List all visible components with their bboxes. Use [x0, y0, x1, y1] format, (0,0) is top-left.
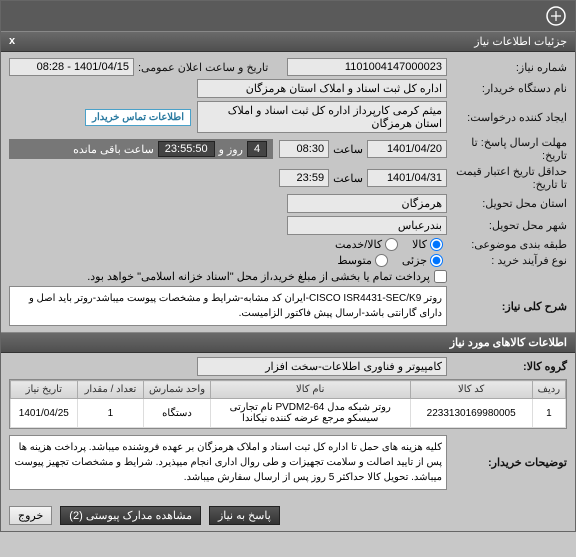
- request-creator-label: ایجاد کننده درخواست:: [447, 111, 567, 124]
- request-creator-field: میثم کرمی کارپرداز اداره کل ثبت اسناد و …: [197, 101, 447, 133]
- days-left-box: 4: [247, 141, 267, 157]
- buyer-org-field: اداره کل ثبت اسناد و املاک استان هرمزگان: [197, 79, 447, 98]
- td-date: 1401/04/25: [11, 399, 78, 428]
- close-icon[interactable]: x: [9, 35, 15, 48]
- remain-label: ساعت باقی مانده: [73, 143, 154, 156]
- response-deadline-time: 08:30: [279, 140, 329, 158]
- table-header-row: ردیف کد کالا نام کالا واحد شمارش تعداد /…: [11, 381, 566, 399]
- class-radio-kala[interactable]: کالا: [412, 238, 443, 251]
- contact-info-button[interactable]: اطلاعات تماس خریدار: [85, 109, 191, 126]
- need-no-label: شماره نیاز:: [447, 61, 567, 74]
- td-row: 1: [532, 399, 565, 428]
- window-title: جزئیات اطلاعات نیاز: [474, 35, 567, 48]
- partial-pay-checkbox[interactable]: [434, 270, 447, 283]
- table-row[interactable]: 1 2233130169980005 روتر شبکه مدل PVDM2-6…: [11, 399, 566, 428]
- general-title-box: روتر CISCO ISR4431-SEC/K9-ایران کد مشابه…: [9, 286, 447, 326]
- th-unit: واحد شمارش: [144, 381, 211, 399]
- items-table: ردیف کد کالا نام کالا واحد شمارش تعداد /…: [9, 379, 567, 429]
- td-name: روتر شبکه مدل PVDM2-64 نام تجارتی سیسکو …: [210, 399, 410, 428]
- exit-button[interactable]: خروج: [9, 506, 52, 525]
- countdown-bar: 4 روز و 23:55:50 ساعت باقی مانده: [9, 139, 273, 159]
- general-title-label: شرح کلی نیاز:: [447, 300, 567, 313]
- response-deadline-date: 1401/04/20: [367, 140, 447, 158]
- window: جزئیات اطلاعات نیاز x شماره نیاز: 110100…: [0, 0, 576, 532]
- logo-bar: [1, 1, 575, 31]
- attachments-button[interactable]: مشاهده مدارک پیوستی (2): [60, 506, 201, 525]
- class-radio-khadamat[interactable]: کالا/خدمت: [335, 238, 398, 251]
- th-date: تاریخ نیاز: [11, 381, 78, 399]
- partial-pay-label: پرداخت تمام یا بخشی از مبلغ خرید،از محل …: [87, 270, 430, 283]
- province-label: استان محل تحویل:: [447, 197, 567, 210]
- td-qty: 1: [77, 399, 144, 428]
- th-code: کد کالا: [410, 381, 532, 399]
- credit-date-field: 1401/04/31: [367, 169, 447, 187]
- th-row: ردیف: [532, 381, 565, 399]
- reply-button[interactable]: پاسخ به نیاز: [209, 506, 280, 525]
- footer: پاسخ به نیاز مشاهده مدارک پیوستی (2) خرو…: [1, 500, 575, 531]
- public-datetime-label: تاریخ و ساعت اعلان عمومی:: [134, 61, 268, 74]
- process-label: نوع فرآیند خرید :: [447, 254, 567, 267]
- province-field: هرمزگان: [287, 194, 447, 213]
- process-radio-mid[interactable]: متوسط: [337, 254, 388, 267]
- saat-label-1: ساعت: [333, 143, 363, 156]
- countdown-box: 23:55:50: [158, 141, 215, 157]
- response-deadline-label: مهلت ارسال پاسخ: تا تاریخ:: [447, 136, 567, 162]
- buyer-org-label: نام دستگاه خریدار:: [447, 82, 567, 95]
- class-radio-group: کالا کالا/خدمت: [335, 238, 443, 251]
- need-no-field: 1101004147000023: [287, 58, 447, 76]
- app-logo-icon: [545, 5, 567, 27]
- partial-pay-check-row: پرداخت تمام یا بخشی از مبلغ خرید،از محل …: [87, 270, 447, 283]
- public-datetime-field: 1401/04/15 - 08:28: [9, 58, 134, 76]
- city-field: بندرعباس: [287, 216, 447, 235]
- rooz-label: روز و: [219, 143, 243, 156]
- city-label: شهر محل تحویل:: [447, 219, 567, 232]
- td-unit: دستگاه: [144, 399, 211, 428]
- saat-label-2: ساعت: [333, 172, 363, 185]
- credit-time-field: 23:59: [279, 169, 329, 187]
- group-field: کامپیوتر و فناوری اطلاعات-سخت افزار: [197, 357, 447, 376]
- credit-min-label: حداقل تاریخ اعتبار قیمت تا تاریخ:: [447, 165, 567, 191]
- group-label: گروه کالا:: [447, 360, 567, 373]
- main-content: شماره نیاز: 1101004147000023 تاریخ و ساع…: [1, 52, 575, 500]
- td-code: 2233130169980005: [410, 399, 532, 428]
- th-qty: تعداد / مقدار: [77, 381, 144, 399]
- items-section-header: اطلاعات کالاهای مورد نیاز: [1, 332, 575, 353]
- buyer-notes-label: توضیحات خریدار:: [447, 456, 567, 469]
- process-radio-group: جزئی متوسط: [337, 254, 443, 267]
- titlebar: جزئیات اطلاعات نیاز x: [1, 31, 575, 52]
- th-name: نام کالا: [210, 381, 410, 399]
- buyer-notes-box: کلیه هزینه های حمل تا اداره کل ثبت اسناد…: [9, 435, 447, 490]
- process-radio-low[interactable]: جزئی: [402, 254, 443, 267]
- class-label: طبقه بندی موضوعی:: [447, 238, 567, 251]
